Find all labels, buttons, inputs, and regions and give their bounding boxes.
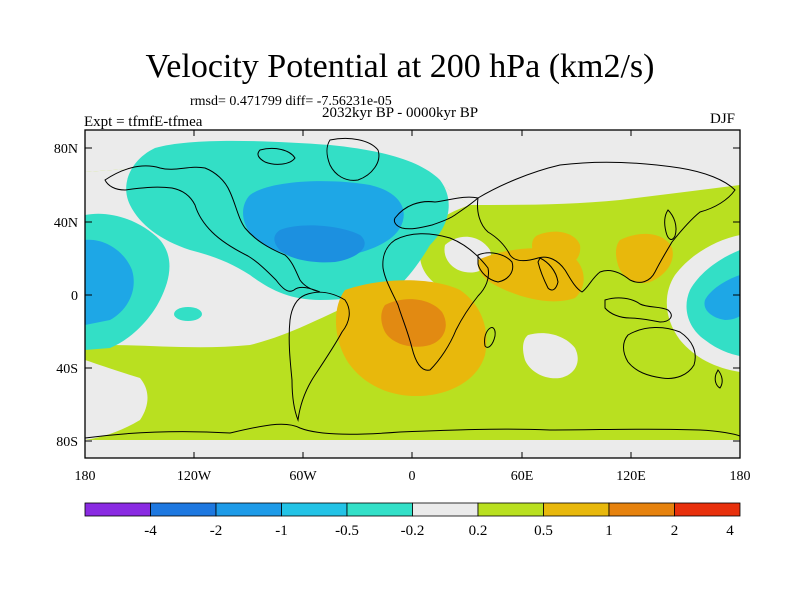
colorbar: -4 -2 -1 -0.5 -0.2 0.2 0.5 1 2 4 bbox=[84, 502, 741, 539]
field-positive-india bbox=[532, 231, 581, 267]
coast-antarctica bbox=[85, 423, 740, 439]
field-neutral-south bbox=[85, 440, 740, 458]
lat-label-40n: 40N bbox=[54, 216, 78, 231]
time-period-label: 2032kyr BP - 0000kyr BP bbox=[322, 105, 479, 121]
lon-label-120w: 120W bbox=[177, 469, 212, 484]
coast-europe bbox=[393, 196, 480, 230]
coast-india bbox=[537, 257, 559, 291]
lat-label-40s: 40S bbox=[56, 362, 78, 377]
field-negative-east-pacific-core bbox=[85, 239, 134, 325]
axis-ticks bbox=[85, 130, 740, 458]
page-title: Velocity Potential at 200 hPa (km2/s) bbox=[145, 48, 655, 85]
coast-maritime-continent bbox=[604, 297, 672, 323]
field-positive-atlantic-core bbox=[381, 299, 446, 347]
field-negative-west-pacific-core bbox=[704, 275, 740, 320]
lat-label-0: 0 bbox=[71, 289, 78, 304]
coast-new-zealand bbox=[714, 369, 723, 389]
rmsd-diff-stats: rmsd= 0.471799 diff= -7.56231e-05 bbox=[190, 94, 392, 109]
coast-south-america bbox=[288, 291, 350, 422]
colorbar-box bbox=[346, 502, 413, 517]
colorbar-box bbox=[543, 502, 610, 517]
coast-greenland bbox=[326, 137, 380, 181]
coast-japan bbox=[664, 209, 677, 240]
coast-north-america bbox=[104, 165, 321, 293]
colorbar-box bbox=[215, 502, 282, 517]
colorbar-label: 1 bbox=[605, 523, 613, 539]
colorbar-label: 2 bbox=[671, 523, 679, 539]
field-neutral-indian bbox=[523, 333, 578, 379]
colorbar-box bbox=[674, 502, 741, 517]
colorbar-label: 0.2 bbox=[469, 523, 488, 539]
colorbar-box bbox=[84, 502, 151, 517]
field-negative-atlantic-deep bbox=[274, 225, 365, 263]
coast-africa bbox=[382, 233, 489, 371]
colorbar-label: -4 bbox=[144, 523, 157, 539]
lon-label-60e: 60E bbox=[511, 469, 534, 484]
colorbar-label: 4 bbox=[726, 523, 734, 539]
field-positive-china bbox=[615, 233, 673, 284]
lon-label-0: 0 bbox=[409, 469, 416, 484]
colorbar-label: -2 bbox=[210, 523, 223, 539]
velocity-potential-field bbox=[85, 130, 740, 458]
colorbar-label: -0.5 bbox=[335, 523, 359, 539]
coast-arabia bbox=[477, 252, 514, 283]
field-negative-blob bbox=[174, 307, 202, 321]
coast-madagascar bbox=[484, 327, 496, 348]
coastlines bbox=[85, 137, 740, 439]
lon-label-180w: 180 bbox=[75, 469, 96, 484]
lon-label-180e: 180 bbox=[730, 469, 751, 484]
experiment-label: Expt = tfmfE-tfmea bbox=[84, 114, 203, 130]
coast-australia bbox=[623, 327, 696, 379]
colorbar-box bbox=[608, 502, 675, 517]
coast-arctic-islands bbox=[257, 147, 296, 165]
colorbar-box bbox=[412, 502, 479, 517]
colorbar-box bbox=[477, 502, 544, 517]
field-neutral-southeast-pacific bbox=[85, 360, 148, 440]
coast-asia bbox=[477, 161, 736, 293]
lat-label-80s: 80S bbox=[56, 435, 78, 450]
lon-label-60w: 60W bbox=[289, 469, 317, 484]
lon-label-120e: 120E bbox=[616, 469, 646, 484]
colorbar-box bbox=[150, 502, 217, 517]
colorbar-label: -1 bbox=[275, 523, 288, 539]
season-label: DJF bbox=[710, 111, 736, 127]
lat-label-80n: 80N bbox=[54, 142, 78, 157]
colorbar-label: 0.5 bbox=[534, 523, 553, 539]
colorbar-label: -0.2 bbox=[401, 523, 425, 539]
colorbar-box bbox=[281, 502, 348, 517]
